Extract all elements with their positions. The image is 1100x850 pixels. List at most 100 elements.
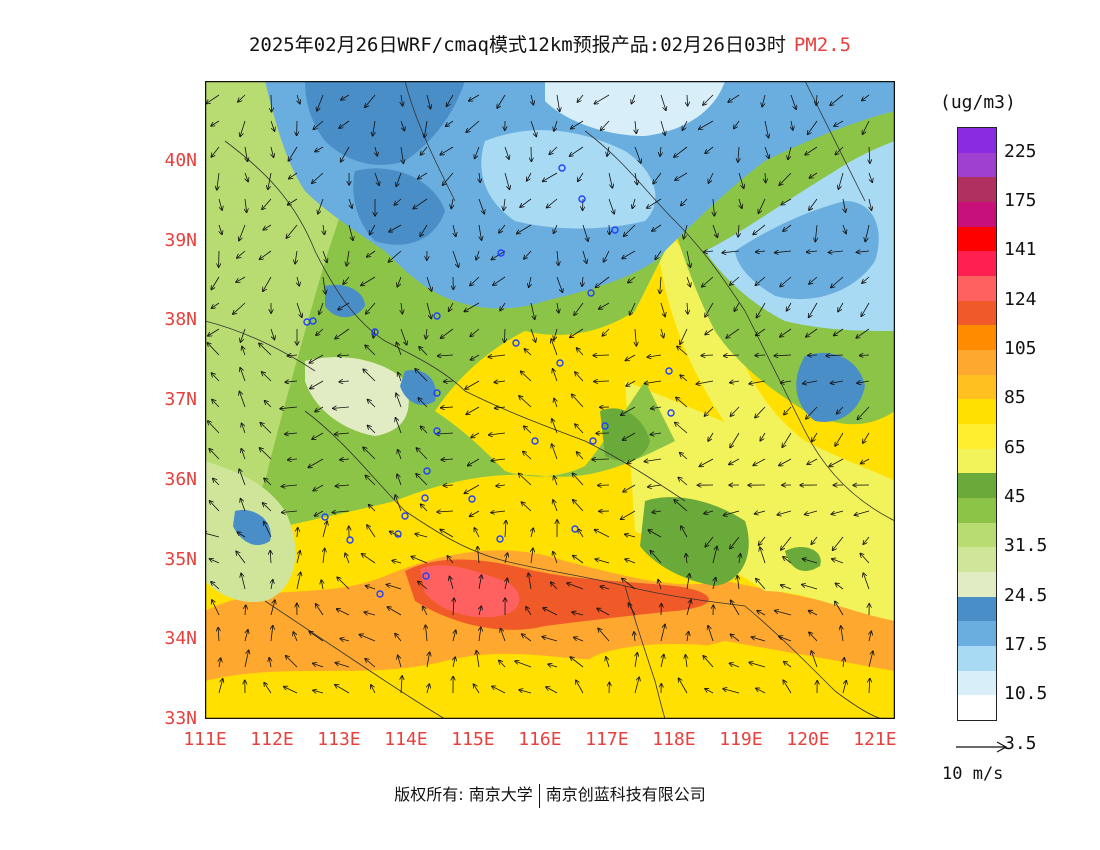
footer-left: 版权所有: 南京大学 (394, 785, 533, 804)
city-marker[interactable] (309, 317, 317, 325)
legend-color-cell (958, 621, 996, 647)
city-marker[interactable] (611, 226, 619, 234)
wind-arrow (829, 251, 844, 253)
wind-arrow (830, 94, 844, 105)
wind-arrow (523, 452, 532, 460)
wind-arrow (627, 458, 636, 464)
wind-arrow (335, 328, 350, 339)
city-marker[interactable] (433, 312, 441, 320)
wind-arrow (264, 478, 272, 486)
city-marker[interactable] (423, 467, 431, 475)
wind-arrow (572, 394, 584, 408)
wind-arrow (815, 224, 817, 242)
wind-arrow (829, 458, 844, 467)
wind-arrow (401, 94, 403, 106)
city-marker[interactable] (422, 572, 430, 580)
wind-arrow (426, 625, 428, 642)
wind-arrow (411, 557, 428, 564)
city-marker[interactable] (512, 339, 520, 347)
wind-arrow (552, 419, 558, 434)
lat-tick-label: 35N (164, 548, 197, 570)
wind-arrow (856, 328, 870, 338)
wind-arrow (368, 426, 376, 434)
wind-arrow (271, 626, 273, 642)
wind-arrow (395, 634, 402, 642)
wind-arrow (312, 432, 324, 439)
wind-arrow (681, 526, 688, 538)
city-marker[interactable] (346, 536, 354, 544)
wind-arrow (756, 328, 766, 336)
wind-arrow (838, 172, 844, 189)
wind-arrow (288, 355, 298, 356)
wind-arrow (310, 380, 324, 389)
wind-arrow (515, 661, 532, 668)
wind-arrow (444, 381, 454, 382)
wind-arrow (837, 406, 844, 414)
legend-color-cell (958, 596, 996, 622)
wind-arrow (282, 511, 298, 513)
wind-arrow (212, 302, 220, 308)
city-marker[interactable] (496, 535, 504, 543)
city-marker[interactable] (665, 367, 673, 375)
city-marker[interactable] (376, 590, 384, 598)
legend-color-cell (958, 374, 996, 400)
city-marker[interactable] (589, 437, 597, 445)
city-marker[interactable] (556, 359, 564, 367)
city-marker[interactable] (433, 427, 441, 435)
wind-arrow (599, 302, 610, 309)
wind-arrow (705, 536, 714, 547)
city-marker[interactable] (578, 195, 586, 203)
wind-arrow (549, 146, 558, 154)
wind-arrow (367, 525, 376, 538)
city-marker[interactable] (321, 513, 329, 521)
wind-arrow (492, 686, 506, 694)
wind-arrow (832, 559, 844, 564)
wind-arrow (270, 120, 275, 131)
city-marker[interactable] (571, 525, 579, 533)
wind-arrow (315, 406, 324, 412)
city-marker[interactable] (394, 530, 402, 538)
wind-arrow (313, 484, 324, 491)
wind-arrow (553, 369, 558, 382)
wind-arrow (218, 679, 223, 694)
wind-arrow (338, 355, 350, 356)
city-marker[interactable] (587, 289, 595, 297)
wind-arrow (395, 495, 402, 512)
wind-arrow (635, 653, 637, 668)
wind-arrow (554, 224, 558, 233)
wind-arrow (453, 598, 454, 616)
wind-arrow (260, 423, 272, 434)
legend-label: 45 (1004, 486, 1026, 507)
wind-arrow (809, 632, 818, 642)
city-marker[interactable] (371, 328, 379, 336)
city-marker[interactable] (531, 437, 539, 445)
wind-arrow (206, 94, 220, 104)
city-marker[interactable] (601, 422, 609, 430)
city-marker[interactable] (401, 512, 409, 520)
city-marker[interactable] (433, 389, 441, 397)
wind-arrow (722, 251, 740, 253)
wind-arrow (339, 120, 350, 128)
wind-arrow (366, 302, 376, 314)
wind-arrow (602, 328, 610, 336)
city-marker[interactable] (497, 249, 505, 257)
wind-arrow (726, 328, 740, 338)
wind-arrow (713, 198, 714, 216)
legend-color-cell (958, 572, 996, 598)
wind-arrow (868, 651, 873, 668)
city-marker[interactable] (558, 164, 566, 172)
wind-arrow (608, 172, 612, 188)
wind-arrow (332, 511, 350, 513)
wind-arrow (833, 536, 844, 550)
field-pale-yellow-east (625, 381, 895, 621)
wind-arrow (476, 250, 479, 260)
wind-arrow (368, 400, 376, 408)
wind-arrow (365, 94, 376, 107)
wind-arrow (596, 276, 610, 287)
pm25-map[interactable] (205, 81, 895, 719)
city-marker[interactable] (667, 409, 675, 417)
wind-arrow (647, 355, 662, 357)
wind-arrow (468, 458, 480, 466)
city-marker[interactable] (468, 495, 476, 503)
city-marker[interactable] (421, 494, 429, 502)
